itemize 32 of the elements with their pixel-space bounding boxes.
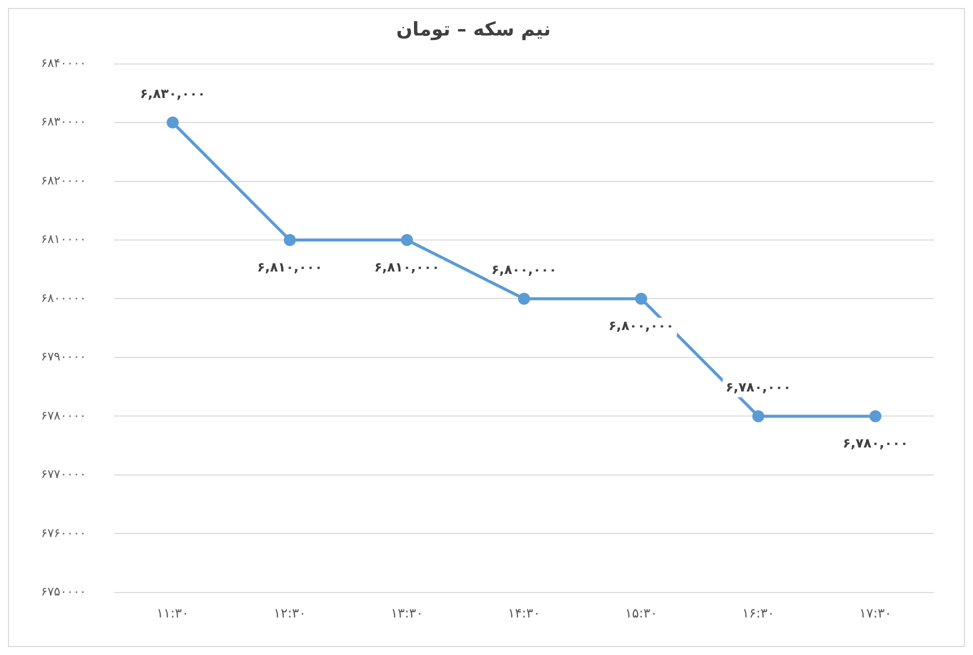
x-tick-label: ۱۴:۳۰ [508,606,540,622]
x-tick-label: ۱۵:۳۰ [625,606,658,622]
point [518,292,530,305]
y-tick-label: ۶۸۲۰۰۰۰ [40,173,86,188]
point [284,234,296,246]
x-tick-label: ۱۲:۳۰ [274,606,306,622]
point [400,234,413,246]
y-tick-label: ۶۷۸۰۰۰۰ [40,408,86,422]
point [869,410,882,422]
y-tick-label: ۶۷۹۰۰۰۰ [40,350,86,364]
y-tick-label: ۶۸۴۰۰۰۰ [40,56,86,70]
x-tick-label: ۱۷:۳۰ [859,606,892,622]
y-tick-label: ۶۷۵۰۰۰۰ [40,584,86,599]
data-label: ۶,۷۸۰,۰۰۰ [726,380,792,396]
y-tick-label: ۶۸۰۰۰۰۰ [40,290,86,305]
chart-title: نیم سکه – تومان [396,18,551,40]
data-label: ۶,۸۰۰,۰۰۰ [491,263,557,278]
point [635,292,648,305]
y-tick-label: ۶۸۳۰۰۰۰ [40,114,86,129]
data-label: ۶,۸۳۰,۰۰۰ [140,86,206,102]
y-tick-label: ۶۷۷۰۰۰۰ [40,467,86,482]
y-tick-label: ۶۸۱۰۰۰۰ [40,232,86,246]
data-label: ۶,۸۰۰,۰۰۰ [608,319,674,334]
point [752,410,764,422]
y-tick-label: ۶۷۶۰۰۰۰ [40,526,86,540]
x-tick-label: ۱۱:۳۰ [156,606,189,622]
point [166,116,179,129]
data-label: ۶,۷۸۰,۰۰۰ [842,436,908,452]
x-tick-label: ۱۳:۳۰ [390,606,424,622]
data-label: ۶,۸۱۰,۰۰۰ [374,260,440,276]
x-tick-label: ۱۶:۳۰ [742,606,774,622]
data-label: ۶,۸۱۰,۰۰۰ [257,260,323,276]
